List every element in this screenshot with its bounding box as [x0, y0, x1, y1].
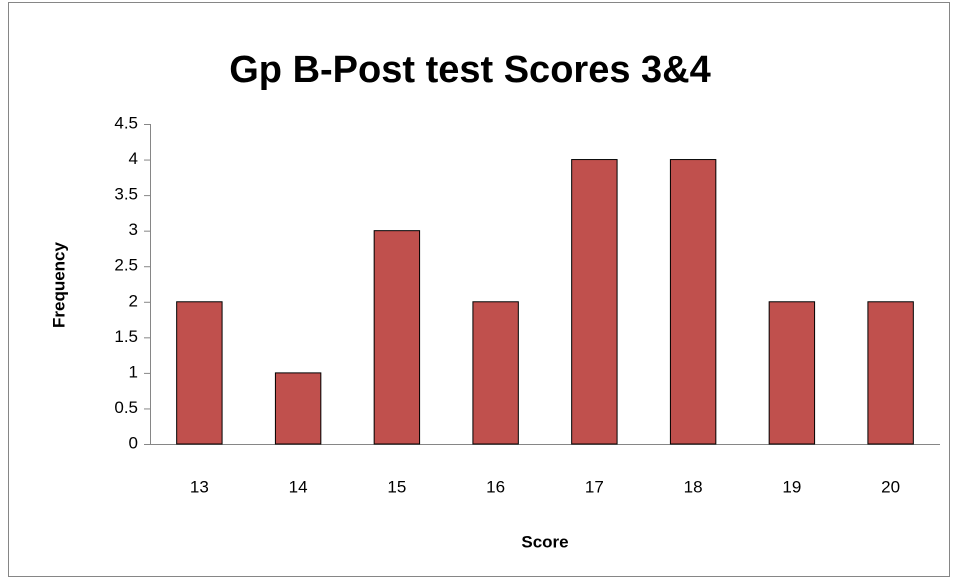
- bar: [571, 159, 618, 445]
- x-axis-label: Score: [521, 532, 568, 551]
- y-tick-label: 4: [129, 149, 138, 168]
- x-tick-label: 20: [881, 477, 900, 496]
- chart-title: Gp B-Post test Scores 3&4: [229, 49, 710, 91]
- bar: [274, 372, 322, 445]
- bar: [176, 301, 223, 445]
- y-tick-label: 1: [129, 362, 138, 381]
- x-tick-label: 17: [585, 477, 604, 496]
- y-tick-label: 0.5: [114, 398, 138, 417]
- bar: [472, 301, 519, 445]
- x-tick-label: 18: [684, 477, 703, 496]
- x-tick-label: 13: [190, 477, 209, 496]
- y-tick-label: 3.5: [114, 185, 138, 204]
- bar: [373, 230, 421, 445]
- y-tick-label: 3: [129, 220, 138, 239]
- x-tick-label: 15: [387, 477, 406, 496]
- x-tick-label: 19: [782, 477, 801, 496]
- chart-border: [8, 2, 950, 577]
- bar: [768, 301, 816, 445]
- bar: [669, 159, 717, 445]
- x-tick-label: 14: [289, 477, 308, 496]
- y-axis-label: Frequency: [49, 241, 68, 328]
- y-tick-label: 1.5: [114, 327, 138, 346]
- x-tick-label: 16: [486, 477, 505, 496]
- bar: [867, 301, 914, 445]
- y-tick-label: 4.5: [114, 113, 138, 132]
- y-tick-label: 2: [129, 291, 138, 310]
- y-tick-label: 0: [129, 433, 138, 452]
- y-tick-label: 2.5: [114, 256, 138, 275]
